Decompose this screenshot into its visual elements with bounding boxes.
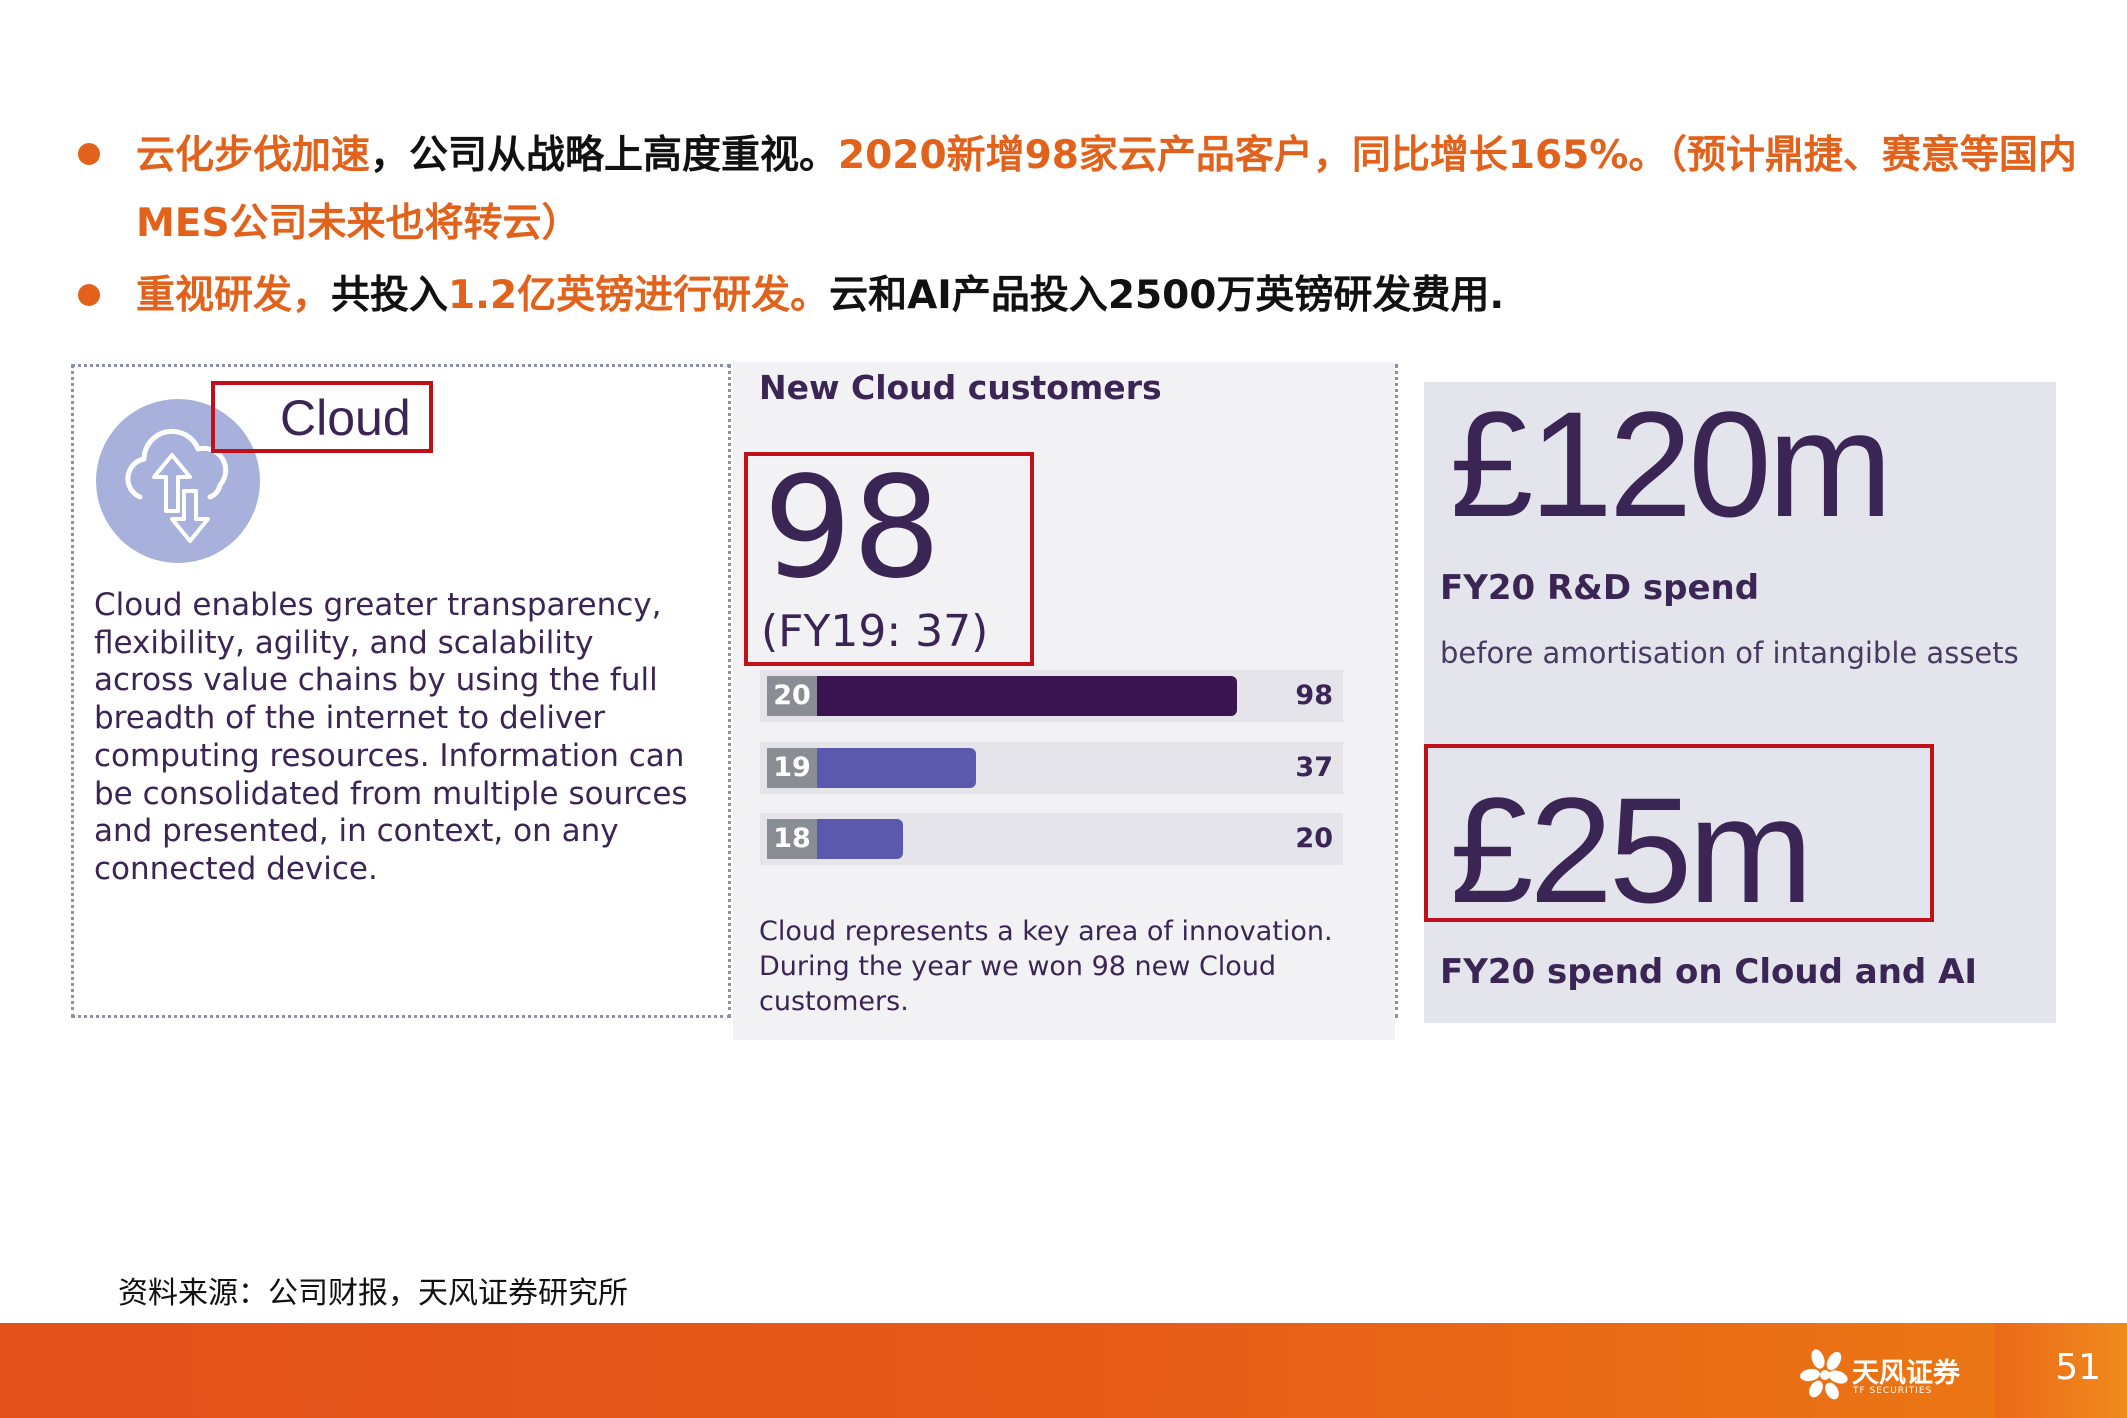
bar-row: 20 98: [760, 670, 1343, 722]
bullet-segment: 2020新增98家云产品客户，同比增长165%。（预计鼎捷、赛意等国内: [838, 133, 2077, 178]
bar: [817, 676, 1237, 716]
cloud-title: Cloud: [280, 390, 411, 446]
ai-spend-highlight: [1424, 744, 1934, 922]
rd-spend-note: before amortisation of intangible assets: [1440, 636, 2019, 670]
page-number: 51: [2055, 1347, 2101, 1388]
bar-row: 18 20: [760, 813, 1343, 865]
bar: [817, 748, 976, 788]
bullet-dot: [78, 284, 100, 306]
cloud-title-highlight: [211, 381, 433, 453]
bar-category-label: 19: [767, 748, 817, 788]
bullet-dot: [78, 143, 100, 165]
logo-name: 天风证券: [1852, 1358, 1960, 1389]
bullet-segment: 1.2亿英镑进行研发。: [448, 273, 830, 318]
bullet-segment: ，公司从战略上高度重视。: [370, 133, 839, 178]
cloud-upload-download-icon: [96, 399, 260, 563]
customers-caption: Cloud represents a key area of innovatio…: [759, 916, 1333, 1017]
cloud-panel: Cloud Cloud enables greater transparency…: [71, 364, 731, 1018]
bar-category-label: 20: [767, 676, 817, 716]
ai-spend-label: FY20 spend on Cloud and AI: [1440, 952, 1978, 992]
customers-heading: New Cloud customers: [759, 368, 1162, 407]
bar-value-label: 98: [1295, 680, 1333, 711]
bar-value-label: 20: [1295, 823, 1333, 854]
bar-category-label: 18: [767, 819, 817, 859]
customers-value: 98: [763, 447, 942, 610]
flower-logo-icon: [1800, 1349, 1848, 1400]
bullet-segment: 重视研发，: [136, 273, 332, 318]
bullet-segment: MES公司未来也将转云）: [136, 201, 581, 246]
customers-highlight: [744, 452, 1034, 666]
bullet-2-line-1: 重视研发，共投入1.2亿英镑进行研发。云和AI产品投入2500万英镑研发费用.: [136, 262, 1504, 330]
customers-previous: (FY19: 37): [761, 606, 989, 657]
bar-value-label: 37: [1295, 752, 1333, 783]
panel-divider: [1395, 364, 1398, 1018]
bullet-segment: 云化步伐加速: [136, 133, 371, 178]
bullet-1-line-1: 云化步伐加速，公司从战略上高度重视。2020新增98家云产品客户，同比增长165…: [136, 122, 2077, 190]
customers-panel: New Cloud customers 98 (FY19: 37) 20 98 19…: [733, 362, 1395, 1040]
footer-bar: 天风证券 TF SECURITIES 51: [0, 1323, 2127, 1418]
rd-spend-value: £120m: [1450, 380, 1893, 548]
bullet-segment: 共投入: [331, 273, 449, 318]
spend-panel: £120m FY20 R&D spend before amortisation…: [1424, 382, 2056, 1023]
bullet-1-line-2: MES公司未来也将转云）: [136, 190, 581, 258]
bar-row: 19 37: [760, 742, 1343, 794]
cloud-description: Cloud enables greater transparency, flex…: [94, 587, 688, 887]
bullet-segment: 云和AI产品投入2500万英镑研发费用.: [829, 273, 1505, 318]
bar: [817, 819, 903, 859]
rd-spend-label: FY20 R&D spend: [1440, 568, 1760, 608]
page-number-tab: [1995, 1323, 2127, 1418]
logo-subtitle: TF SECURITIES: [1853, 1386, 1933, 1396]
source-note: 资料来源：公司财报，天风证券研究所: [118, 1276, 628, 1311]
ai-spend-value: £25m: [1450, 766, 1813, 934]
